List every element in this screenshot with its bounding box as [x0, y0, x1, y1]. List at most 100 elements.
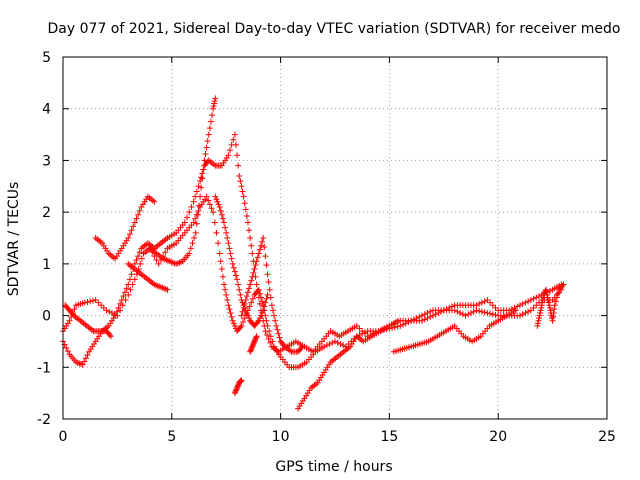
data-point — [560, 281, 567, 288]
data-point — [246, 303, 253, 310]
data-point — [253, 281, 260, 288]
data-point — [484, 309, 491, 316]
data-point — [231, 390, 238, 397]
data-point — [394, 323, 401, 330]
data-point — [263, 295, 270, 302]
data-point — [213, 196, 220, 203]
data-point — [191, 235, 198, 241]
x-tick-label: 5 — [167, 429, 176, 445]
data-point — [219, 215, 226, 222]
data-point — [262, 253, 269, 260]
data-point — [424, 315, 431, 322]
data-point — [476, 300, 483, 307]
data-point — [223, 291, 230, 298]
data-point — [435, 309, 442, 316]
series-track-7 — [212, 193, 271, 329]
x-axis-label: GPS time / hours — [275, 459, 392, 475]
data-point — [230, 320, 237, 327]
data-point — [545, 297, 552, 304]
data-point — [195, 183, 202, 190]
data-point — [260, 307, 267, 314]
data-point — [268, 302, 275, 309]
data-point — [419, 317, 426, 324]
data-point — [419, 312, 426, 319]
data-point — [192, 229, 199, 236]
data-point — [208, 205, 215, 212]
data-point — [242, 297, 249, 304]
data-point — [246, 285, 253, 292]
data-point — [205, 131, 212, 138]
chart-title: Day 077 of 2021, Sidereal Day-to-day VTE… — [48, 21, 621, 37]
data-point — [519, 300, 526, 307]
data-point — [84, 298, 91, 305]
data-point — [98, 302, 105, 309]
y-axis-label: SDTVAR / TECUs — [6, 182, 22, 297]
data-point — [238, 377, 245, 384]
data-point — [543, 289, 550, 296]
data-point — [234, 384, 241, 391]
data-point — [225, 240, 232, 247]
data-point — [218, 211, 225, 218]
data-point — [489, 311, 496, 318]
data-point — [356, 325, 363, 332]
data-point — [487, 310, 494, 317]
data-point — [481, 298, 488, 305]
data-point — [249, 295, 256, 302]
data-point — [356, 331, 363, 338]
data-point — [519, 311, 526, 318]
data-point — [253, 333, 260, 340]
data-point — [334, 339, 341, 346]
data-point — [539, 299, 546, 306]
data-point — [530, 295, 537, 302]
data-point — [240, 319, 247, 326]
data-point — [263, 262, 270, 269]
data-point — [227, 147, 234, 154]
data-point — [275, 330, 282, 337]
data-point — [511, 304, 518, 311]
data-point — [299, 343, 306, 350]
data-point — [246, 227, 253, 234]
data-point — [534, 322, 541, 329]
data-point — [492, 304, 499, 311]
data-point — [207, 118, 214, 125]
data-point — [212, 95, 219, 102]
data-point — [492, 311, 499, 318]
data-point — [536, 312, 543, 319]
data-point — [184, 214, 191, 221]
x-tick-label: 0 — [59, 429, 68, 445]
data-point — [550, 309, 557, 316]
data-point — [232, 272, 239, 279]
data-point — [323, 342, 330, 349]
data-point — [237, 291, 244, 298]
data-point — [125, 281, 132, 288]
data-point — [195, 207, 202, 214]
data-point — [232, 141, 239, 148]
data-point — [451, 307, 458, 314]
data-point — [130, 223, 137, 230]
data-point — [81, 299, 88, 306]
data-point — [115, 304, 122, 311]
data-point — [215, 201, 222, 208]
data-point — [71, 306, 78, 313]
data-point — [298, 344, 305, 351]
y-tick-label: -2 — [37, 412, 51, 428]
data-point — [249, 273, 256, 280]
data-point — [200, 166, 207, 173]
data-point — [559, 282, 566, 289]
data-point — [131, 219, 138, 226]
series-track-13 — [534, 281, 567, 329]
data-point — [84, 352, 91, 359]
data-point — [262, 328, 269, 335]
data-point — [555, 290, 562, 297]
y-tick-label: 0 — [42, 309, 51, 325]
data-point — [250, 269, 257, 276]
data-point — [261, 303, 268, 310]
data-point — [265, 335, 272, 342]
data-point — [240, 304, 247, 311]
data-point — [400, 321, 406, 328]
data-point — [232, 387, 239, 394]
data-point — [525, 298, 532, 305]
data-point — [224, 235, 231, 241]
data-point — [255, 317, 262, 324]
data-point — [240, 193, 247, 200]
